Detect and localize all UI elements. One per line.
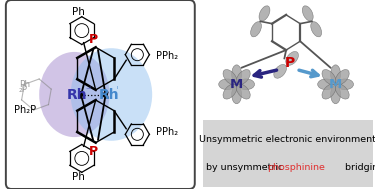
Ellipse shape — [311, 22, 322, 37]
Ellipse shape — [223, 84, 237, 99]
Ellipse shape — [274, 64, 286, 78]
Text: phosphinine: phosphinine — [267, 163, 325, 172]
Text: Ph₂P: Ph₂P — [14, 105, 36, 115]
Ellipse shape — [232, 85, 242, 104]
Ellipse shape — [322, 84, 336, 99]
Text: bridging: bridging — [342, 163, 375, 172]
Text: Rh: Rh — [98, 88, 119, 102]
Ellipse shape — [335, 70, 349, 85]
Text: P: P — [284, 56, 295, 70]
Text: P: P — [89, 145, 98, 157]
Ellipse shape — [259, 6, 270, 21]
Ellipse shape — [335, 84, 349, 99]
Ellipse shape — [219, 79, 236, 90]
Text: by unsymmetric: by unsymmetric — [206, 163, 286, 172]
Text: P: P — [89, 33, 98, 46]
Ellipse shape — [236, 84, 250, 99]
Text: ₂P: ₂P — [19, 85, 28, 94]
Ellipse shape — [302, 6, 313, 21]
Text: Rh: Rh — [67, 88, 87, 102]
Ellipse shape — [232, 65, 242, 83]
Ellipse shape — [322, 70, 336, 85]
Text: ⁻ᴵ: ⁻ᴵ — [86, 85, 92, 94]
Ellipse shape — [237, 79, 255, 90]
Ellipse shape — [336, 79, 354, 90]
Ellipse shape — [39, 52, 110, 137]
Text: PPh₂: PPh₂ — [156, 127, 178, 137]
Ellipse shape — [331, 85, 340, 104]
Text: Ph: Ph — [19, 80, 30, 89]
Text: Ph: Ph — [72, 7, 84, 17]
Ellipse shape — [286, 51, 298, 65]
Ellipse shape — [318, 79, 335, 90]
Bar — [202, 120, 373, 187]
Ellipse shape — [236, 70, 250, 85]
Text: PPh₂: PPh₂ — [156, 51, 178, 61]
Text: M: M — [230, 78, 243, 91]
Text: Ph: Ph — [72, 172, 84, 182]
Text: M: M — [329, 78, 342, 91]
Ellipse shape — [331, 65, 340, 83]
Text: ᴵ: ᴵ — [116, 85, 118, 94]
Ellipse shape — [251, 22, 261, 37]
Ellipse shape — [223, 70, 237, 85]
FancyBboxPatch shape — [6, 0, 195, 189]
Ellipse shape — [70, 48, 152, 141]
Text: Unsymmetric electronic environment: Unsymmetric electronic environment — [200, 135, 375, 144]
